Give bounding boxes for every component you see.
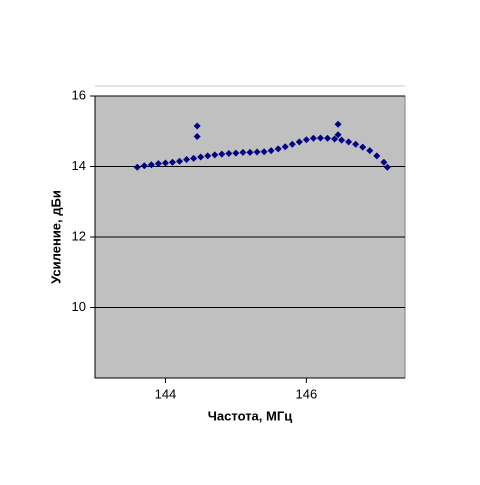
point [373, 152, 381, 160]
point [239, 148, 247, 156]
point [366, 147, 374, 155]
point [324, 134, 331, 142]
point [183, 155, 191, 163]
point [193, 133, 201, 141]
point [334, 131, 342, 139]
point [154, 160, 162, 168]
y-axis-title: Усиление, дБи [48, 190, 63, 284]
point [246, 148, 254, 156]
x-tick-label: 144 [155, 386, 177, 401]
point [267, 147, 275, 155]
point [190, 154, 198, 162]
point [204, 152, 212, 160]
point [161, 159, 169, 167]
point [253, 148, 261, 156]
point [176, 157, 184, 165]
point [140, 162, 148, 170]
point [193, 122, 201, 130]
y-tick-label: 14 [72, 158, 86, 173]
point [338, 136, 346, 144]
point [331, 135, 339, 143]
point [316, 134, 324, 142]
y-tick-label: 16 [72, 87, 86, 102]
point [281, 143, 289, 151]
point [133, 163, 141, 171]
point [274, 145, 282, 153]
point [169, 158, 176, 166]
point [359, 143, 367, 151]
point [232, 149, 240, 157]
x-tick-label: 146 [296, 386, 318, 401]
y-tick-label: 12 [72, 228, 86, 243]
point [334, 120, 342, 128]
point [288, 140, 296, 148]
point [211, 151, 219, 159]
point [218, 150, 226, 158]
x-axis-title: Частота, МГц [208, 408, 292, 423]
point [147, 161, 155, 169]
y-tick-label: 10 [72, 299, 86, 314]
point [225, 149, 233, 157]
point [380, 158, 388, 166]
point [302, 136, 310, 144]
point [309, 134, 317, 142]
point [295, 138, 303, 146]
point [197, 153, 205, 161]
point [352, 140, 360, 148]
point [345, 138, 353, 146]
point [260, 148, 268, 156]
point [383, 163, 391, 171]
